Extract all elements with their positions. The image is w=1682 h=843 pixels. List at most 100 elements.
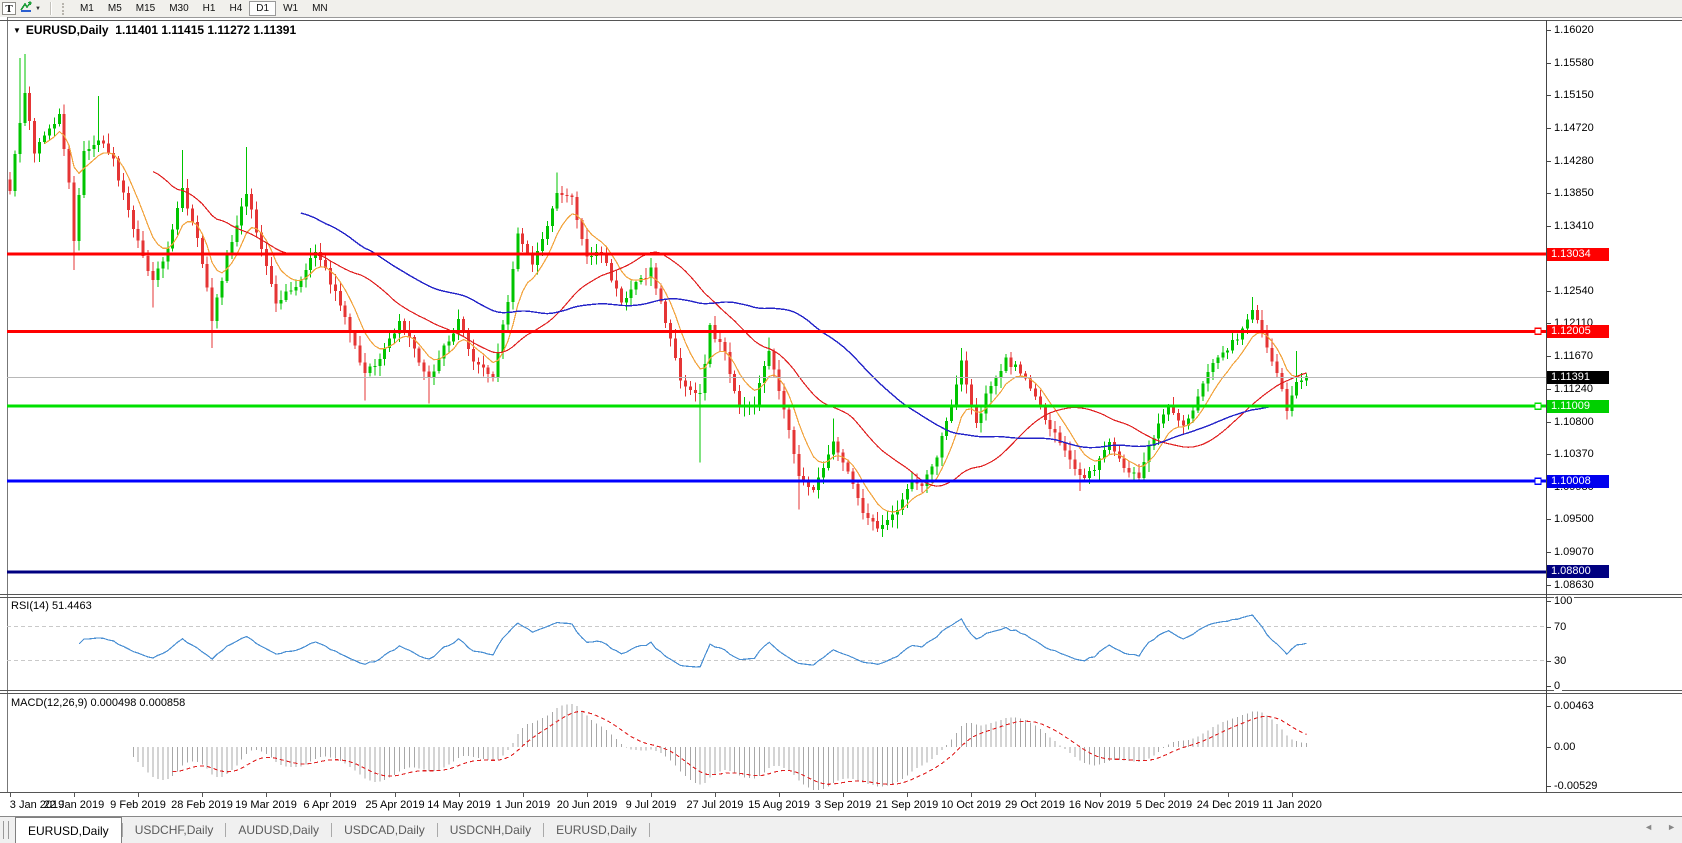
date-tick-label: 16 Nov 2019 xyxy=(1068,799,1132,811)
chart-tab-5[interactable]: EURUSD,Daily xyxy=(556,823,637,837)
top-toolbar: T ▼ M1 M5 M15 M30 H1 H4 D1 W1 MN xyxy=(0,0,1682,18)
price-level-chip-1.10008: 1.10008 xyxy=(1547,475,1609,488)
date-tick-label: 6 Apr 2019 xyxy=(303,799,357,811)
chevron-down-icon: ▼ xyxy=(35,5,41,12)
date-tick-label: 21 Sep 2019 xyxy=(875,799,939,811)
price-tick-label: 1.12540 xyxy=(1554,285,1596,297)
price-tick-label: 1.11240 xyxy=(1554,383,1595,395)
rsi-tick-label: 70 xyxy=(1554,621,1569,633)
date-tick-label: 3 Sep 2019 xyxy=(814,799,872,811)
rsi-indicator-label: RSI(14) 51.4463 xyxy=(11,600,92,612)
price-level-chip-1.12005: 1.12005 xyxy=(1547,325,1609,338)
chart-symbol-label: EURUSD,Daily xyxy=(25,23,109,37)
macd-pane-canvas[interactable] xyxy=(7,694,1546,792)
timeframe-button-D1[interactable]: D1 xyxy=(249,1,277,16)
main-pane-top-border xyxy=(0,20,1682,21)
#e02020-line xyxy=(172,710,1307,785)
tab-bar-grip xyxy=(3,821,9,839)
price-tick-label: 1.09500 xyxy=(1554,513,1596,525)
date-tick-label: 19 Mar 2019 xyxy=(235,799,297,811)
#e02020-line xyxy=(152,171,1307,487)
macd-indicator-label: MACD(12,26,9) 0.000498 0.000858 xyxy=(11,697,186,709)
price-tick-label: 1.15150 xyxy=(1554,89,1596,101)
indicators-icon xyxy=(20,1,33,16)
timeframe-button-H4[interactable]: H4 xyxy=(229,3,243,14)
tab-separator xyxy=(121,823,123,837)
price-tick-label: 1.15580 xyxy=(1554,57,1596,69)
hline-handle[interactable] xyxy=(1534,477,1542,485)
chart-tab-0[interactable]: EURUSD,Daily xyxy=(15,817,122,843)
date-tick-label: 27 Jul 2019 xyxy=(686,799,744,811)
chart-tab-2[interactable]: AUDUSD,Daily xyxy=(238,823,320,837)
date-tick-label: 22 Jan 2019 xyxy=(43,799,105,811)
macd-tick-label: -0.00529 xyxy=(1554,780,1600,792)
date-tick-label: 5 Dec 2019 xyxy=(1135,799,1193,811)
chart-tab-1[interactable]: USDCHF,Daily xyxy=(134,823,214,837)
toolbar-drag-handle[interactable] xyxy=(61,2,69,15)
main-pane-bottom-border[interactable] xyxy=(0,594,1682,595)
chart-tab-4[interactable]: USDCNH,Daily xyxy=(449,823,532,837)
main-chart-canvas[interactable] xyxy=(7,21,1546,594)
price-level-chip-1.08800: 1.08800 xyxy=(1547,565,1609,578)
tab-separator xyxy=(648,823,650,837)
price-tick-label: 1.10370 xyxy=(1554,448,1596,460)
timeframe-button-M1[interactable]: M1 xyxy=(79,3,94,14)
macd-tick-label: 0.00 xyxy=(1554,741,1578,753)
text-tool-button[interactable]: T xyxy=(2,2,16,15)
price-level-chip-1.13034: 1.13034 xyxy=(1547,248,1609,261)
indicators-dropdown-button[interactable]: ▼ xyxy=(16,1,45,16)
#4a8fd3-line xyxy=(78,614,1307,668)
price-level-chip-1.11391: 1.11391 xyxy=(1547,371,1609,384)
macd-pane-bottom-border xyxy=(0,792,1682,793)
price-tick-label: 1.14280 xyxy=(1554,155,1596,167)
timeframe-button-MN[interactable]: MN xyxy=(312,3,328,14)
date-tick-label: 29 Oct 2019 xyxy=(1005,799,1065,811)
date-tick-label: 14 May 2019 xyxy=(427,799,491,811)
chart-tab-bar: EURUSD,Daily USDCHF,Daily AUDUSD,Daily USDC… xyxy=(0,816,1682,843)
price-tick-label: 1.11670 xyxy=(1554,350,1595,362)
tab-scroll-left-icon[interactable]: ◄ xyxy=(1644,822,1654,832)
date-tick-label: 9 Jul 2019 xyxy=(625,799,677,811)
date-tick-label: 15 Aug 2019 xyxy=(748,799,810,811)
toolbar-separator xyxy=(49,2,51,15)
rsi-pane-canvas[interactable] xyxy=(7,598,1546,690)
price-axis-border xyxy=(1546,20,1547,793)
price-tick-label: 1.16020 xyxy=(1554,24,1596,36)
hline-handle[interactable] xyxy=(1534,327,1542,335)
chart-tab-3[interactable]: USDCAD,Daily xyxy=(344,823,425,837)
chart-title: ▼ EURUSD,Daily 1.11401 1.11415 1.11272 1.… xyxy=(13,23,296,37)
chart-menu-caret-icon[interactable]: ▼ xyxy=(13,26,21,35)
date-tick-label: 11 Jan 2020 xyxy=(1262,799,1322,811)
date-tick-label: 10 Oct 2019 xyxy=(941,799,1001,811)
price-level-chip-1.11009: 1.11009 xyxy=(1547,400,1609,413)
#2323c8-line xyxy=(300,212,1307,449)
date-tick-label: 24 Dec 2019 xyxy=(1196,799,1260,811)
macd-pane-top-border[interactable] xyxy=(0,693,1682,694)
rsi-pane-bottom-border[interactable] xyxy=(0,690,1682,691)
tab-scroll-right-icon[interactable]: ► xyxy=(1667,822,1676,832)
timeframe-button-M15[interactable]: M15 xyxy=(135,3,156,14)
rsi-pane-top-border[interactable] xyxy=(0,597,1682,598)
macd-tick-label: 0.00463 xyxy=(1554,700,1596,712)
price-tick-label: 1.13410 xyxy=(1554,220,1596,232)
date-tick-label: 28 Feb 2019 xyxy=(171,799,233,811)
date-tick-label: 1 Jun 2019 xyxy=(495,799,551,811)
tab-scrollbar: ◄ ► xyxy=(1644,822,1676,832)
price-tick-label: 1.13850 xyxy=(1554,187,1596,199)
tab-separator xyxy=(225,823,227,837)
timeframe-button-W1[interactable]: W1 xyxy=(283,3,299,14)
rsi-tick-label: 0 xyxy=(1554,680,1563,692)
hline-handle[interactable] xyxy=(1534,402,1542,410)
date-tick-label: 3 Jan 2019 xyxy=(9,799,65,811)
date-tick-label: 20 Jun 2019 xyxy=(556,799,618,811)
price-tick-label: 1.09070 xyxy=(1554,546,1596,558)
timeframe-button-M30[interactable]: M30 xyxy=(169,3,189,14)
date-tick-label: 25 Apr 2019 xyxy=(365,799,425,811)
rsi-tick-label: 30 xyxy=(1554,655,1569,667)
date-tick-label: 9 Feb 2019 xyxy=(110,799,166,811)
price-tick-label: 1.14720 xyxy=(1554,122,1596,134)
tab-separator xyxy=(543,823,545,837)
price-tick-label: 1.10800 xyxy=(1554,416,1596,428)
timeframe-button-H1[interactable]: H1 xyxy=(202,3,216,14)
timeframe-button-M5[interactable]: M5 xyxy=(107,3,122,14)
